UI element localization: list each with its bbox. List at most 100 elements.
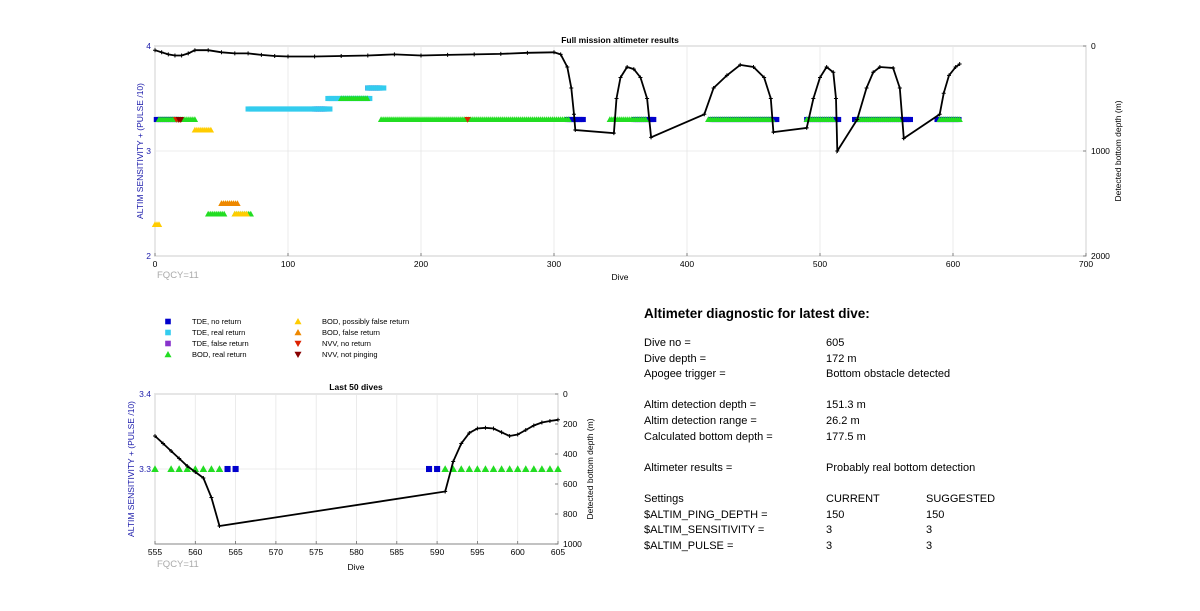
depth-point xyxy=(419,53,423,58)
setting-name: $ALTIM_PING_DEPTH = xyxy=(644,508,768,521)
legend-marker-icon xyxy=(164,351,172,358)
depth-point xyxy=(738,62,743,67)
depth-point xyxy=(871,70,876,75)
data-marker xyxy=(441,465,449,473)
setting-suggested: 150 xyxy=(926,508,945,521)
det-depth-label: Altim detection depth = xyxy=(644,399,757,412)
depth-point xyxy=(246,51,251,56)
full-mission-chart: 0 100 200 300 400 500 600 700 2 3 4 0 1000 2000 Ful… xyxy=(135,35,1123,282)
depth-point xyxy=(957,62,962,67)
x-tick-label: 555 xyxy=(148,547,162,557)
setting-current: 3 xyxy=(826,524,833,537)
setting-name: $ALTIM_SENSITIVITY = xyxy=(644,524,765,537)
depth-point xyxy=(443,489,448,494)
legend-marker xyxy=(164,351,172,358)
legend-label: NVV, no return xyxy=(322,339,371,348)
data-marker xyxy=(829,116,836,123)
data-marker xyxy=(243,210,250,217)
depth-point xyxy=(459,441,464,446)
data-marker xyxy=(199,465,208,473)
depth-point xyxy=(724,73,729,78)
y2-tick-label: 800 xyxy=(563,509,577,519)
data-marker xyxy=(651,116,657,123)
dive-no-row: Dive no = 605 xyxy=(644,337,1064,353)
legend-marker xyxy=(294,351,302,358)
legend: TDE, no return TDE, real return TDE, false… xyxy=(150,316,450,364)
top-y2-axis-label: Detected bottom depth (m) xyxy=(1113,100,1123,201)
legend-marker-icon xyxy=(165,329,171,336)
data-marker xyxy=(191,116,199,123)
det-depth-value: 151.3 m xyxy=(826,399,866,412)
data-marker xyxy=(457,465,466,473)
depth-point xyxy=(177,456,182,461)
depth-point xyxy=(947,73,952,78)
data-marker xyxy=(521,465,530,473)
depth-point xyxy=(818,75,822,80)
settings-label: Settings xyxy=(644,492,684,505)
depth-point xyxy=(467,431,472,435)
depth-point xyxy=(472,52,477,57)
setting-current: 150 xyxy=(826,508,845,521)
data-marker xyxy=(177,116,185,123)
depth-point xyxy=(552,50,556,55)
data-marker xyxy=(489,465,498,473)
y2-tick-label: 1000 xyxy=(1091,146,1110,156)
depth-point xyxy=(153,434,157,438)
legend-label: BOD, real return xyxy=(192,350,247,359)
setting-name: $ALTIM_PULSE = xyxy=(644,539,734,552)
det-depth-row: Altim detection depth = 151.3 m xyxy=(644,399,1064,415)
bottom-marks xyxy=(151,465,562,473)
data-marker xyxy=(530,465,538,473)
current-label: CURRENT xyxy=(826,492,880,505)
x-tick-label: 590 xyxy=(430,547,444,557)
depth-point xyxy=(631,67,636,72)
depth-point xyxy=(192,48,197,53)
last-50-dives-chart: 555 560 565 570 575 580 585 590 595 600 605 3.3 3.4… xyxy=(126,382,595,572)
data-marker xyxy=(580,116,586,123)
data-marker xyxy=(363,95,371,102)
legend-marker-icon xyxy=(294,340,302,347)
legend-label: TDE, real return xyxy=(192,328,246,337)
data-marker xyxy=(836,116,842,123)
depth-point xyxy=(618,75,623,80)
depth-point xyxy=(573,128,578,132)
x-tick-label: 400 xyxy=(680,259,694,269)
diagnostic-title: Altimeter diagnostic for latest dive: xyxy=(644,306,870,321)
data-marker xyxy=(895,116,903,123)
setting-suggested: 3 xyxy=(926,524,933,537)
depth-point xyxy=(365,53,370,58)
legend-label: NVV, not pinging xyxy=(322,350,378,359)
dive-no-value: 605 xyxy=(826,337,845,349)
depth-point xyxy=(937,112,942,117)
top-depth-line xyxy=(153,48,962,154)
depth-point xyxy=(515,432,520,437)
bottom-y-ticks: 3.3 3.4 xyxy=(139,389,151,474)
data-marker xyxy=(215,465,224,473)
x-tick-label: 585 xyxy=(390,547,404,557)
depth-point xyxy=(702,112,707,117)
depth-point xyxy=(811,96,816,101)
legend-marker xyxy=(165,340,171,347)
data-marker xyxy=(642,116,649,123)
data-marker xyxy=(232,465,239,473)
apogee-value: Bottom obstacle detected xyxy=(826,368,951,381)
depth-point xyxy=(638,75,643,80)
bottom-depth-series xyxy=(154,418,559,528)
legend-label: BOD, false return xyxy=(322,328,380,337)
depth-point xyxy=(835,149,840,153)
bottom-depth-line xyxy=(153,417,560,528)
data-marker xyxy=(367,95,373,102)
depth-point xyxy=(711,86,716,90)
depth-point xyxy=(159,50,164,55)
depth-point xyxy=(547,419,552,423)
depth-point xyxy=(232,51,237,56)
depth-point xyxy=(941,91,946,96)
data-marker xyxy=(774,116,780,123)
legend-marker-icon xyxy=(165,318,171,325)
depth-point xyxy=(312,54,317,59)
x-tick-label: 0 xyxy=(153,259,158,269)
data-marker xyxy=(481,465,490,473)
depth-point xyxy=(649,135,654,140)
depth-point xyxy=(206,48,211,53)
